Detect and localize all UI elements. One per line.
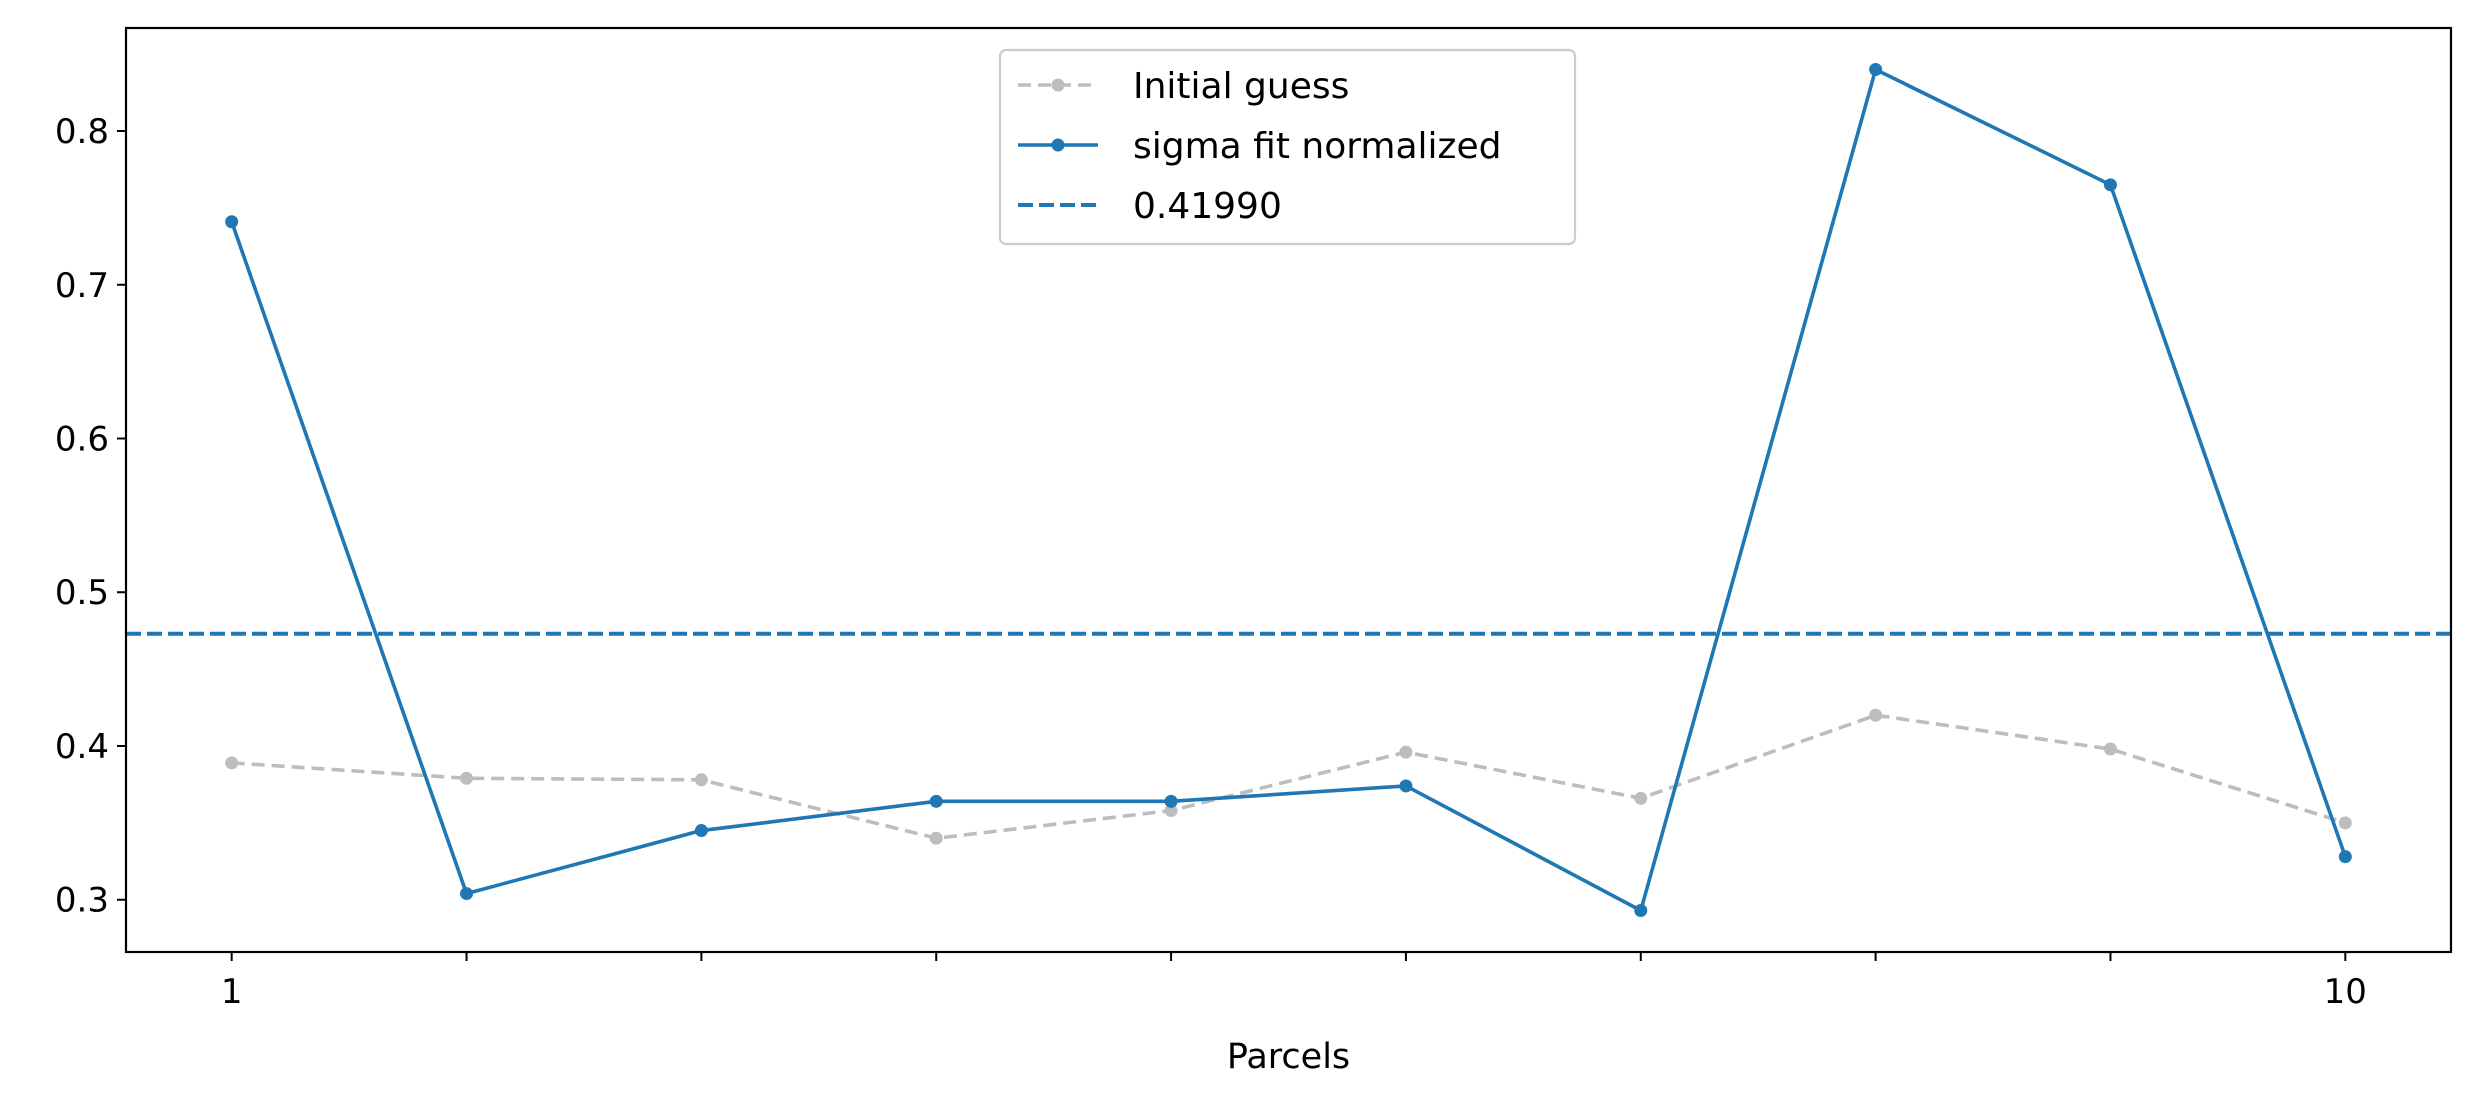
series-line-0: [231, 713, 2346, 841]
y-tick-label-3: 0.6: [55, 419, 109, 459]
legend-label-0: Initial guess: [1133, 66, 1349, 107]
series-1-point-7: [1634, 903, 1648, 917]
x-tick-label-9: 10: [2324, 972, 2367, 1012]
series-1-point-9: [2103, 178, 2117, 192]
legend-label-2: 0.41990: [1133, 186, 1282, 227]
series-1-point-8: [1869, 63, 1883, 77]
series-0-point-1: [225, 756, 239, 770]
series-0-point-9: [2103, 742, 2117, 756]
series-1-point-2: [460, 887, 474, 901]
series-0-point-6: [1399, 745, 1413, 759]
y-tick-label-0: 0.3: [55, 881, 109, 921]
series-0-point-7: [1634, 791, 1648, 805]
x-axis-label: Parcels: [1227, 1037, 1350, 1077]
legend-label-1: sigma fit normalized: [1133, 126, 1501, 167]
y-tick-label-1: 0.4: [55, 727, 109, 767]
series-1-point-6: [1399, 779, 1413, 793]
series-0-point-3: [694, 773, 708, 787]
legend: Initial guess sigma fit normalized 0.41990: [998, 48, 1577, 246]
y-tick-label-5: 0.8: [55, 112, 109, 152]
x-tick-label-0: 1: [221, 972, 243, 1012]
series-1-point-10: [2338, 850, 2352, 864]
series-1-point-3: [694, 824, 708, 838]
legend-marker-1: [1051, 138, 1065, 152]
series-0-point-2: [460, 771, 474, 785]
series-0-point-5: [1164, 804, 1178, 818]
series-line-1: [229, 67, 2348, 913]
legend-marker-0: [1051, 78, 1065, 92]
series-1-point-5: [1164, 794, 1178, 808]
series-1-point-1: [225, 215, 239, 229]
series-0-point-10: [2338, 816, 2352, 830]
plot-area-frame: [124, 26, 2453, 954]
series-1-point-4: [929, 794, 943, 808]
y-tick-label-4: 0.7: [55, 266, 109, 306]
legend-box: [998, 48, 1577, 246]
series-0-point-4: [929, 831, 943, 845]
series-0-point-8: [1869, 708, 1883, 722]
y-tick-label-2: 0.5: [55, 573, 109, 613]
